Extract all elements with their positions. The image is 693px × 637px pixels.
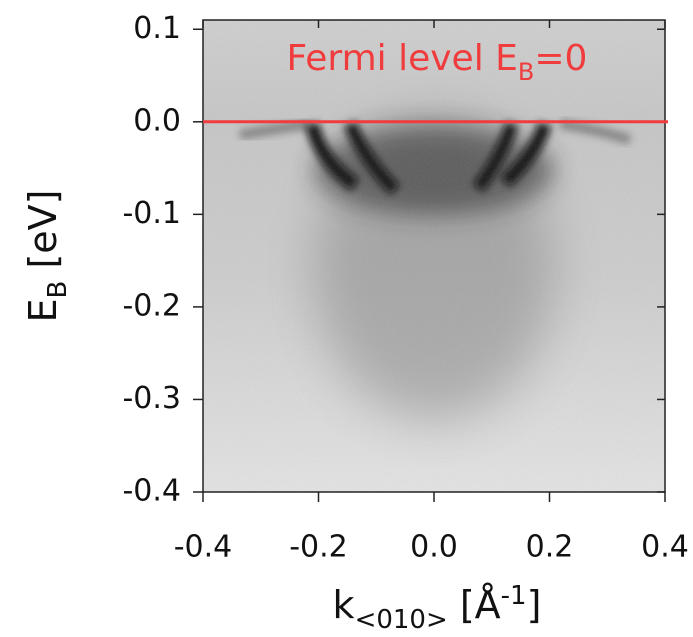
- x-label-sub: <010>: [355, 605, 448, 635]
- y-tick-label: 0.0: [133, 103, 181, 138]
- y-tick-label: -0.4: [122, 474, 181, 509]
- x-label-part: k: [333, 583, 355, 627]
- y-label-part: [eV]: [21, 190, 65, 281]
- x-tick-label: 0.4: [641, 530, 689, 565]
- y-tick-label: 0.1: [133, 11, 181, 46]
- annotation: Fermi level EB=0: [287, 38, 588, 86]
- y-tick-label: -0.1: [122, 196, 181, 231]
- x-label-part: ]: [527, 583, 542, 627]
- annotation-sub: B: [518, 58, 534, 86]
- x-tick-label: -0.2: [289, 530, 348, 565]
- annotation-text: =0: [534, 38, 587, 79]
- annotation-text: Fermi level E: [287, 38, 518, 79]
- x-label-part: [Å: [448, 583, 501, 627]
- x-label-sup: -1: [501, 581, 527, 611]
- y-axis-label: EB [eV]: [21, 190, 73, 323]
- y-tick-label: -0.3: [122, 381, 181, 416]
- x-tick-label: 0.2: [526, 530, 574, 565]
- intensity-map: [203, 20, 665, 492]
- x-tick-label: 0.0: [410, 530, 458, 565]
- y-label-sub: B: [43, 281, 73, 299]
- y-tick-label: -0.2: [122, 288, 181, 323]
- x-axis-label: k<010> [Å-1]: [333, 581, 542, 635]
- y-label-part: E: [21, 298, 65, 322]
- x-tick-label: -0.4: [174, 530, 233, 565]
